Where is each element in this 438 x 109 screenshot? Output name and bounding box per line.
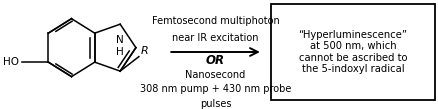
Text: H: H <box>116 47 124 57</box>
Text: R: R <box>140 46 148 56</box>
Text: near IR excitation: near IR excitation <box>172 33 258 43</box>
Text: N: N <box>116 35 124 45</box>
FancyBboxPatch shape <box>270 4 434 100</box>
Text: pulses: pulses <box>199 99 231 109</box>
Text: Nanosecond: Nanosecond <box>185 70 245 80</box>
Text: Femtosecond multiphoton: Femtosecond multiphoton <box>151 16 279 26</box>
Text: 308 nm pump + 430 nm probe: 308 nm pump + 430 nm probe <box>140 84 290 94</box>
Text: OR: OR <box>205 54 225 67</box>
Text: HO: HO <box>4 57 19 67</box>
Text: “Hyperluminescence”
at 500 nm, which
cannot be ascribed to
the 5-indoxyl radical: “Hyperluminescence” at 500 nm, which can… <box>298 30 406 74</box>
